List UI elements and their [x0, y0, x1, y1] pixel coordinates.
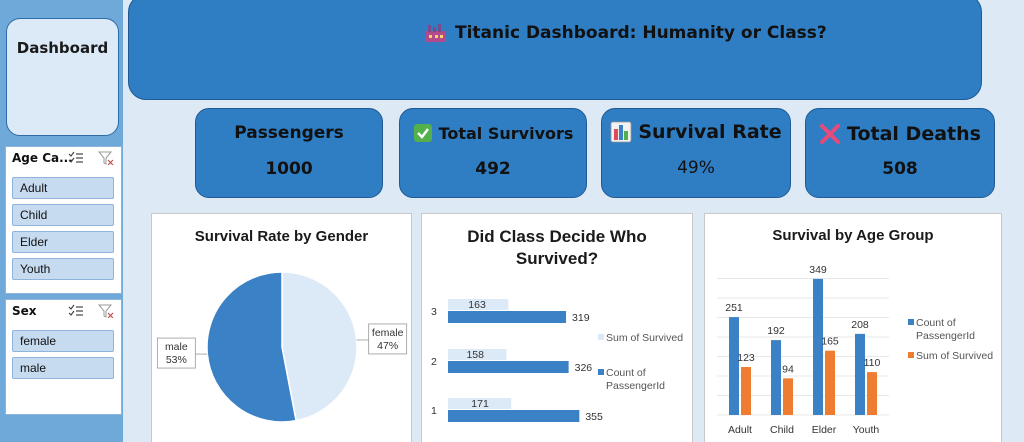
kpi-survival-rate: Survival Rate 49%	[601, 108, 791, 198]
pie-slice-male	[206, 271, 297, 423]
hbar-legend-label-survived: Sum of Survived	[606, 332, 683, 344]
vbar-category-label-Youth: Youth	[853, 424, 880, 436]
pie-label-value-male: 53%	[166, 354, 187, 366]
hbar-survived-3	[448, 299, 509, 310]
hbar-passengers-1	[448, 410, 580, 422]
kpi-passengers: Passengers 1000	[195, 108, 383, 198]
gender-chart-card: Survival Rate by Gender female 47% male 53%	[151, 213, 412, 442]
age-chart-card: Survival by Age Group 251 123 Adult 192 94 Ch…	[704, 213, 1002, 442]
age-slicer-item-youth[interactable]: Youth	[12, 258, 114, 280]
clear-filter-icon[interactable]	[98, 151, 114, 165]
kpi-total-survivors: Total Survivors 492	[399, 108, 587, 198]
hbar-legend-label-passengers: Count of PassengerId	[606, 367, 665, 392]
hbar-passengers-3	[448, 311, 567, 323]
check-mark-icon	[413, 124, 432, 142]
vbar-passengers-Adult	[729, 317, 739, 415]
age-bar-chart: 251 123 Adult 192 94 Child 349 165 Elder 208 110 Yo…	[717, 264, 993, 436]
kpi-deaths-value: 508	[882, 159, 918, 179]
age-slicer-header: Age Ca...	[6, 147, 121, 169]
hbar-legend-swatch-passengers	[598, 369, 604, 375]
gender-chart-title: Survival Rate by Gender	[194, 228, 369, 245]
vbar-survived-Youth	[867, 372, 877, 415]
age-slicer-item-elder[interactable]: Elder	[12, 231, 114, 253]
vbar-survived-Child	[783, 378, 793, 415]
kpi-survivors-label: Total Survivors	[438, 123, 574, 143]
age-slicer-item-child[interactable]: Child	[12, 204, 114, 226]
pie-slice-female	[281, 271, 358, 422]
vbar-legend-label-survived: Sum of Survived	[916, 350, 993, 362]
clear-filter-icon[interactable]	[98, 304, 114, 318]
hbar-category-label-1: 1	[431, 405, 437, 417]
kpi-total-deaths: Total Deaths 508	[805, 108, 995, 198]
hbar-passengers-2	[448, 361, 569, 373]
vbar-passengers-label-Adult: 251	[725, 302, 743, 314]
hbar-survived-label-3: 163	[468, 299, 486, 311]
vbar-survived-Elder	[825, 350, 835, 415]
hbar-survived-label-2: 158	[466, 349, 484, 361]
pie-label-category-male: male	[165, 341, 188, 353]
age-category-slicer: Age Ca... Adult Child Elder Youth	[5, 146, 122, 294]
factory-icon	[426, 24, 446, 42]
class-chart-title: Did Class Decide Who Survived?	[467, 227, 647, 268]
kpi-survivors-value: 492	[475, 159, 511, 179]
pie-label-value-female: 47%	[377, 340, 398, 352]
hbar-survived-2	[448, 349, 507, 360]
pie-label-box-male	[156, 337, 196, 369]
sex-slicer-item-male[interactable]: male	[12, 357, 114, 379]
age-slicer-title: Age Ca...	[12, 151, 73, 165]
vbar-legend-swatch-survived	[908, 352, 914, 358]
kpi-survival-rate-label: Survival Rate	[638, 121, 782, 143]
vbar-survived-label-Child: 94	[782, 363, 794, 375]
vbar-survived-Adult	[741, 367, 751, 415]
age-slicer-item-adult[interactable]: Adult	[12, 177, 114, 199]
vbar-category-label-Elder: Elder	[812, 424, 837, 436]
hbar-passengers-label-3: 319	[572, 312, 590, 324]
sex-slicer: Sex female male	[5, 299, 122, 415]
vbar-legend-label-passengers: Count of PassengerId	[916, 317, 975, 342]
multi-select-icon[interactable]	[68, 304, 84, 318]
bar-chart-icon	[610, 121, 632, 143]
kpi-passengers-label: Passengers	[234, 123, 344, 143]
age-chart-title: Survival by Age Group	[772, 227, 934, 244]
header-title-group: Titanic Dashboard: Humanity or Class?	[425, 23, 827, 43]
hbar-legend-swatch-survived	[598, 334, 604, 340]
sex-slicer-item-female[interactable]: female	[12, 330, 114, 352]
vbar-survived-label-Youth: 110	[864, 357, 881, 369]
hbar-category-label-3: 3	[431, 306, 437, 318]
sidebar: Dashboard Age Ca... Adult Child Elder Yo…	[0, 0, 123, 442]
vbar-passengers-Youth	[855, 333, 865, 415]
vbar-passengers-Elder	[813, 278, 823, 415]
pie-label-category-female: female	[372, 327, 404, 339]
hbar-category-label-2: 2	[431, 356, 437, 368]
kpi-deaths-label: Total Deaths	[847, 123, 981, 145]
vbar-survived-label-Elder: 165	[821, 336, 839, 348]
hbar-passengers-label-2: 326	[575, 362, 593, 374]
hbar-passengers-label-1: 355	[585, 411, 603, 423]
dashboard-label: Dashboard	[16, 39, 109, 57]
multi-select-icon[interactable]	[68, 151, 84, 165]
kpi-passengers-value: 1000	[265, 159, 313, 179]
kpi-survival-rate-value: 49%	[677, 158, 715, 178]
vbar-passengers-label-Child: 192	[767, 325, 785, 337]
vbar-survived-label-Adult: 123	[737, 352, 755, 364]
hbar-survived-1	[448, 398, 512, 409]
vbar-category-label-Adult: Adult	[728, 424, 752, 436]
vbar-category-label-Child: Child	[770, 424, 794, 436]
vbar-passengers-Child	[771, 340, 781, 415]
pie-label-box-female	[368, 323, 408, 355]
dashboard-header: Titanic Dashboard: Humanity or Class?	[128, 0, 982, 100]
vbar-passengers-label-Youth: 208	[851, 319, 869, 331]
page-title: Titanic Dashboard: Humanity or Class?	[455, 23, 827, 43]
vbar-legend-swatch-passengers	[908, 319, 914, 325]
sex-slicer-title: Sex	[12, 304, 37, 318]
vbar-passengers-label-Elder: 349	[809, 264, 827, 276]
cross-mark-icon	[820, 124, 841, 144]
sex-slicer-header: Sex	[6, 300, 121, 322]
hbar-survived-label-1: 171	[471, 398, 489, 410]
class-bar-chart: 171 355 1 158 326 2 163 319 3 Sum of Survived Coun…	[431, 299, 683, 423]
class-chart-card: Did Class Decide Who Survived? 171 355 1 15…	[421, 213, 693, 442]
dashboard-button[interactable]: Dashboard	[6, 18, 119, 136]
